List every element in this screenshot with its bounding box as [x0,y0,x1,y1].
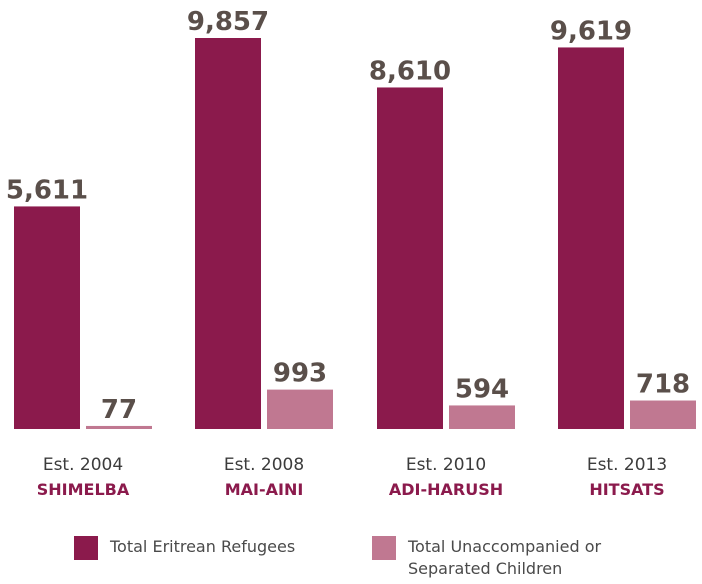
value-label-children-adi-harush: 594 [455,374,509,404]
category-name-mai-aini: MAI-AINI [225,480,304,499]
category-est-hitsats: Est. 2013 [587,455,667,475]
value-label-children-mai-aini: 993 [273,359,327,389]
category-est-shimelba: Est. 2004 [43,455,123,475]
legend-swatch-children [372,536,396,560]
bar-refugees-shimelba [14,206,80,429]
value-label-refugees-adi-harush: 8,610 [369,56,451,86]
value-label-refugees-mai-aini: 9,857 [187,7,269,37]
bar-children-adi-harush [449,405,515,429]
value-label-children-shimelba: 77 [101,395,137,425]
value-label-refugees-hitsats: 9,619 [550,16,632,46]
category-est-adi-harush: Est. 2010 [406,455,486,475]
legend-item-refugees: Total Eritrean Refugees [74,536,295,560]
category-name-adi-harush: ADI-HARUSH [389,480,503,499]
legend-label-children: Total Unaccompanied or Separated Childre… [408,536,601,580]
legend-swatch-refugees [74,536,98,560]
legend-label-refugees: Total Eritrean Refugees [110,537,296,556]
legend-label-children-line1: Total Unaccompanied or [408,537,602,556]
bar-refugees-adi-harush [377,87,443,429]
legend-label-children-line2: Separated Children [408,559,563,578]
bar-refugees-mai-aini [195,38,261,429]
bar-refugees-hitsats [558,47,624,430]
bar-children-hitsats [630,400,696,429]
bar-children-shimelba [86,425,152,429]
bar-chart: 5,611 77 Est. 2004 SHIMELBA 9,857 993 Est. 200… [6,7,696,499]
category-name-hitsats: HITSATS [589,480,664,499]
legend-item-children: Total Unaccompanied or Separated Childre… [372,536,601,580]
legend: Total Eritrean Refugees Total Unaccompan… [0,534,702,584]
bar-children-mai-aini [267,389,333,429]
value-label-refugees-shimelba: 5,611 [6,175,88,205]
category-est-mai-aini: Est. 2008 [224,455,304,475]
category-name-shimelba: SHIMELBA [37,480,130,499]
value-label-children-hitsats: 718 [636,370,690,400]
